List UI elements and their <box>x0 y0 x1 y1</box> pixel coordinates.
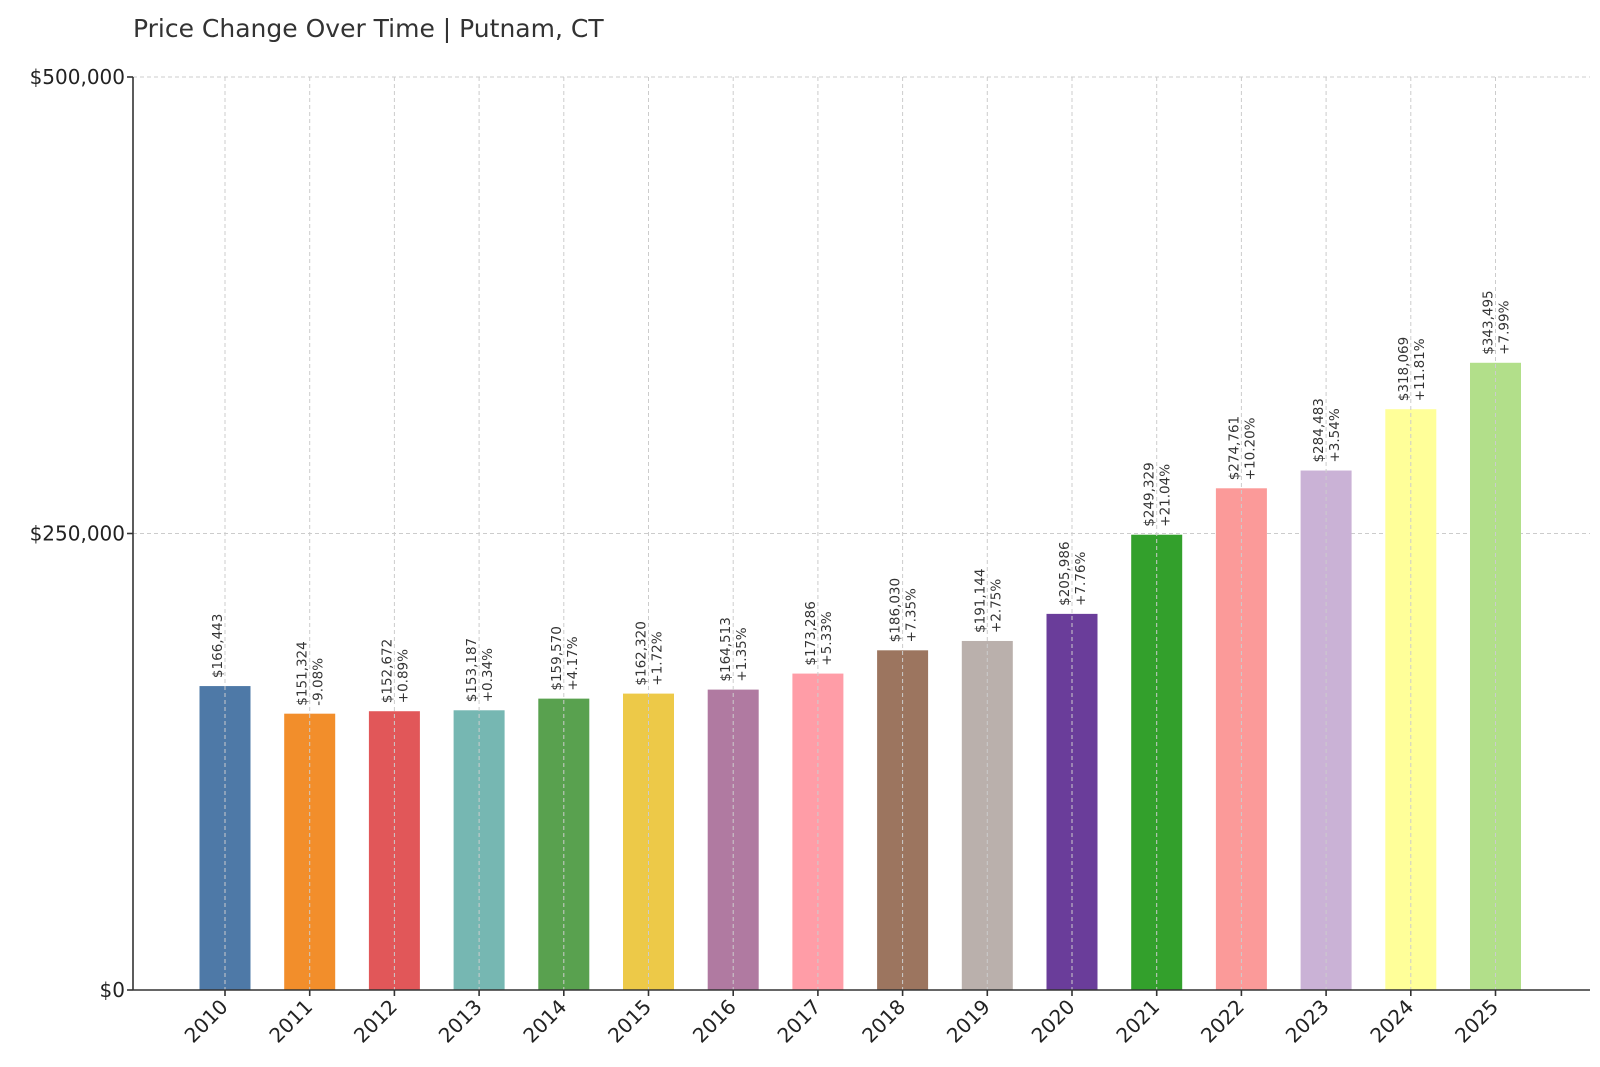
x-tick-label: 2010 <box>180 995 233 1048</box>
data-label-value: $274,761 <box>1226 416 1242 480</box>
x-tick-label: 2023 <box>1281 995 1334 1048</box>
data-label-change: +21.04% <box>1158 464 1174 527</box>
data-label-change: +10.20% <box>1242 417 1258 480</box>
x-tick-label: 2019 <box>942 995 995 1048</box>
data-label-change: -9.08% <box>311 658 327 706</box>
x-tick-label: 2012 <box>349 995 402 1048</box>
data-label-value: $191,144 <box>972 569 988 633</box>
data-label-change: +0.34% <box>480 648 496 702</box>
data-label-value: $164,513 <box>718 617 734 681</box>
data-label-value: $205,986 <box>1057 541 1073 605</box>
bar-2016 <box>707 689 759 990</box>
x-tick-label: 2021 <box>1111 995 1164 1048</box>
data-label-change: +7.76% <box>1073 551 1089 605</box>
data-label-change: +4.17% <box>565 636 581 690</box>
data-label-value: $159,570 <box>549 626 565 690</box>
data-label-value: $343,495 <box>1481 290 1497 354</box>
data-label-value: $151,324 <box>295 641 311 705</box>
data-label-value: $173,286 <box>803 601 819 665</box>
vertical-grid-layer <box>224 77 1496 990</box>
data-label-change: +5.33% <box>819 611 835 665</box>
data-label-layer: $166,443 $151,324 -9.08% $152,672 +0.89% $153… <box>210 290 1513 705</box>
x-tick-label: 2014 <box>518 995 571 1048</box>
data-label-change: +1.72% <box>650 631 666 685</box>
x-tick-label: 2013 <box>434 995 487 1048</box>
x-tick-label: 2020 <box>1027 995 1080 1048</box>
data-label-value: $162,320 <box>634 621 650 685</box>
data-label-change: +0.89% <box>395 649 411 703</box>
y-tick-label: $250,000 <box>30 522 125 546</box>
data-label-change: +11.81% <box>1412 338 1428 401</box>
data-label-change: +1.35% <box>734 627 750 681</box>
grid-layer <box>133 76 1590 534</box>
x-tick-label: 2011 <box>264 995 317 1048</box>
x-tick-label: 2015 <box>603 995 656 1048</box>
data-label-value: $284,483 <box>1311 398 1327 462</box>
data-label-change: +2.75% <box>988 579 1004 633</box>
data-label-value: $186,030 <box>888 578 904 642</box>
data-label-change: +3.54% <box>1327 408 1343 462</box>
bar-2017 <box>792 673 844 990</box>
y-tick-label: $500,000 <box>30 65 125 89</box>
data-label-value: $166,443 <box>210 614 226 678</box>
data-label-value: $152,672 <box>379 639 395 703</box>
y-tick-label: $0 <box>100 978 125 1002</box>
bar-2024 <box>1385 409 1437 990</box>
chart-title: Price Change Over Time | Putnam, CT <box>133 14 604 43</box>
x-tick-label: 2025 <box>1450 995 1503 1048</box>
data-label-value: $318,069 <box>1396 337 1412 401</box>
x-tick-label: 2016 <box>688 995 741 1048</box>
data-label-value: $153,187 <box>464 638 480 702</box>
x-tick-label: 2024 <box>1365 995 1418 1048</box>
x-tick-label: 2022 <box>1196 995 1249 1048</box>
x-tick-label: 2018 <box>857 995 910 1048</box>
data-label-change: +7.35% <box>904 588 920 642</box>
data-label-value: $249,329 <box>1142 462 1158 526</box>
x-tick-label: 2017 <box>772 995 825 1048</box>
data-label-change: +7.99% <box>1497 300 1513 354</box>
bar-layer <box>199 362 1521 990</box>
